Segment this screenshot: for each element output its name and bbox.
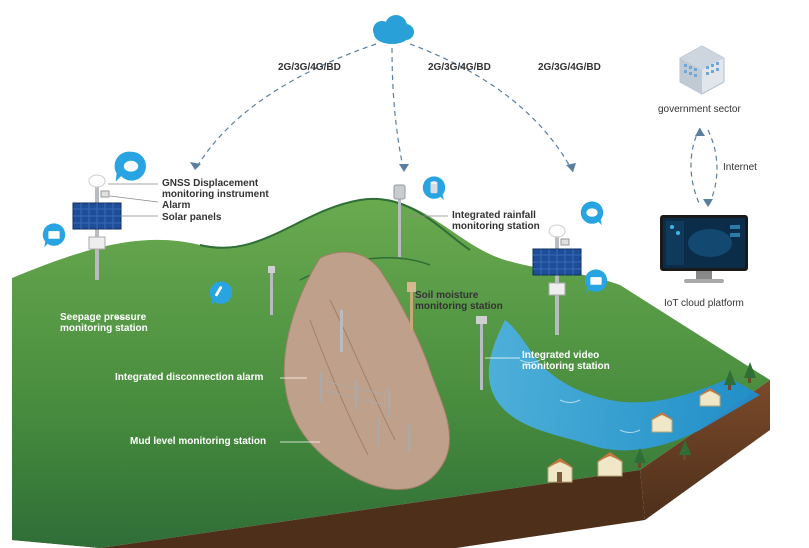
- disconnect-label: Integrated disconnection alarm: [115, 372, 263, 383]
- monitor-icon: [660, 215, 748, 283]
- solar-label: Solar panels: [162, 212, 221, 223]
- soil-label: Soil moisture: [415, 290, 478, 301]
- bubble-gnss: [113, 150, 149, 186]
- internet-link: [691, 128, 700, 205]
- cloud-icon: [373, 15, 414, 44]
- bubble-box-r: [582, 268, 610, 296]
- diagram-canvas: [0, 0, 809, 548]
- seepage-label2: monitoring station: [60, 323, 148, 334]
- seepage-label: Seepage pressure: [60, 312, 146, 323]
- bubble-gnss-r: [578, 200, 606, 228]
- soil-label2: monitoring station: [415, 301, 503, 312]
- bubble-cylinder: [420, 175, 448, 203]
- video-label2: monitoring station: [522, 361, 610, 372]
- gnss-label2: monitoring instrument: [162, 189, 269, 200]
- internet-label: Internet: [723, 162, 757, 173]
- net-label-left: 2G/3G/4G/BD: [278, 62, 341, 73]
- video-label: Integrated video: [522, 350, 599, 361]
- gov-building-icon: [680, 46, 724, 94]
- rainfall-label2: monitoring station: [452, 221, 540, 232]
- gnss-label: GNSS Displacement: [162, 178, 258, 189]
- gov-label: government sector: [658, 104, 741, 115]
- mud-label: Mud level monitoring station: [130, 436, 266, 447]
- net-label-right: 2G/3G/4G/BD: [538, 62, 601, 73]
- net-label-mid: 2G/3G/4G/BD: [428, 62, 491, 73]
- alarm-label: Alarm: [162, 200, 190, 211]
- bubble-box: [40, 222, 68, 250]
- bubble-sensor: [207, 280, 235, 308]
- rainfall-label: Integrated rainfall: [452, 210, 536, 221]
- dash-arc-mid: [392, 48, 404, 172]
- iot-label: IoT cloud platform: [664, 298, 744, 309]
